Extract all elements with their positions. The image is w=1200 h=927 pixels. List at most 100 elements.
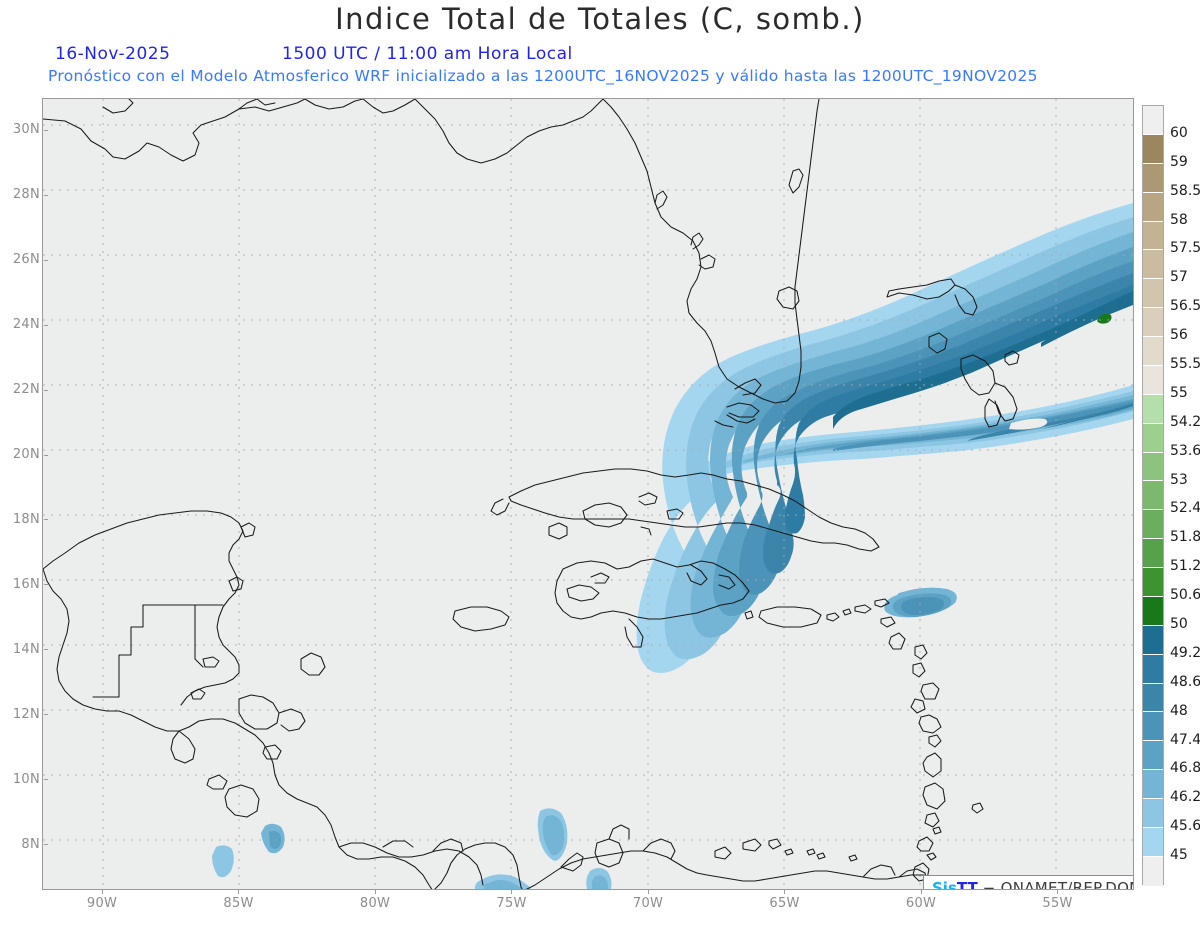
colorbar-swatch xyxy=(1143,539,1163,568)
page-title: Indice Total de Totales (C, somb.) xyxy=(335,2,865,36)
lat-tick-mark xyxy=(44,259,48,261)
lon-tick-label: 85W xyxy=(223,896,254,911)
lat-tick-label: 30N xyxy=(12,122,40,138)
colorbar-swatch xyxy=(1143,250,1163,280)
colorbar-tick-label: 55 xyxy=(1170,384,1188,401)
map-canvas xyxy=(43,99,1133,889)
colorbar-tick-label: 49.2 xyxy=(1170,644,1200,661)
lat-tick-mark xyxy=(44,519,48,521)
colorbar-tick-label: 50 xyxy=(1170,616,1188,632)
lat-tick-label: 20N xyxy=(12,447,40,463)
colorbar-swatch xyxy=(1143,394,1163,424)
colorbar-tick-label: 59 xyxy=(1170,153,1188,170)
colorbar-swatch xyxy=(1143,568,1163,597)
colorbar-swatch xyxy=(1143,365,1163,395)
lon-tick-label: 65W xyxy=(769,896,800,911)
colorbar-swatch xyxy=(1143,827,1163,857)
colorbar-swatch xyxy=(1143,625,1163,655)
colorbar[interactable] xyxy=(1142,105,1164,886)
lat-tick-label: 16N xyxy=(12,576,40,592)
colorbar-swatch xyxy=(1143,163,1163,193)
colorbar-tick-label: 52.4 xyxy=(1170,500,1200,517)
lat-tick-label: 14N xyxy=(12,641,40,657)
colorbar-swatch xyxy=(1143,337,1163,366)
header-subline: 16-Nov-2025 1500 UTC / 11:00 am Hora Loc… xyxy=(0,44,1160,66)
coastlines xyxy=(43,99,1027,889)
colorbar-swatch xyxy=(1143,596,1163,626)
lat-tick-mark xyxy=(44,389,48,391)
lon-tick-mark xyxy=(238,890,240,894)
watermark-agency: − ONAMET/REP.DOM. xyxy=(982,879,1134,890)
colorbar-tick-label: 56.5 xyxy=(1170,298,1200,315)
lat-tick-label: 26N xyxy=(12,252,40,268)
watermark-sis: Sis xyxy=(932,879,957,890)
lat-tick-mark xyxy=(44,649,48,651)
lat-tick-label: 18N xyxy=(12,511,40,527)
lat-tick-label: 28N xyxy=(12,187,40,203)
colorbar-tick-label: 56 xyxy=(1170,327,1188,344)
colorbar-tick-label: 46.8 xyxy=(1170,760,1200,777)
lat-tick-label: 12N xyxy=(12,706,40,722)
lat-tick-label: 8N xyxy=(21,836,40,852)
colorbar-swatch xyxy=(1143,741,1163,771)
lat-tick-mark xyxy=(44,584,48,586)
lon-tick-mark xyxy=(920,890,922,894)
lat-tick-mark xyxy=(44,324,48,326)
lat-tick-label: 24N xyxy=(12,317,40,333)
model-description: Pronóstico con el Modelo Atmosferico WRF… xyxy=(48,67,1038,85)
colorbar-tick-label: 48.6 xyxy=(1170,673,1200,690)
lon-tick-label: 80W xyxy=(359,896,391,911)
colorbar-swatch xyxy=(1143,770,1163,799)
watermark-logo: Sis TT − ONAMET/REP.DOM. xyxy=(923,875,1134,890)
colorbar-swatch xyxy=(1143,799,1163,828)
lat-tick-mark xyxy=(44,454,48,456)
map-gridlines xyxy=(43,99,1133,889)
colorbar-tick-label: 60 xyxy=(1170,124,1188,141)
watermark-tt: TT xyxy=(956,879,978,890)
lat-tick-mark xyxy=(44,714,48,716)
colorbar-tick-label: 57 xyxy=(1170,269,1188,286)
colorbar-swatch xyxy=(1143,279,1163,309)
lon-tick-mark xyxy=(647,890,649,894)
colorbar-swatch xyxy=(1143,481,1163,511)
contour-shading xyxy=(212,203,1133,889)
colorbar-swatch xyxy=(1143,683,1163,713)
colorbar-tick-label: 51.2 xyxy=(1170,558,1200,575)
lat-tick-mark xyxy=(44,779,48,781)
lat-tick-label: 22N xyxy=(12,382,40,398)
lon-tick-mark xyxy=(374,890,376,894)
forecast-date: 16-Nov-2025 xyxy=(55,44,171,64)
lon-tick-label: 70W xyxy=(632,896,664,911)
colorbar-tick-label: 46.2 xyxy=(1170,789,1200,806)
lon-tick-mark xyxy=(1057,890,1059,894)
colorbar-swatch xyxy=(1143,712,1163,742)
lon-tick-mark xyxy=(784,890,786,894)
colorbar-swatch xyxy=(1143,106,1163,135)
colorbar-swatch xyxy=(1143,192,1163,222)
colorbar-tick-label: 45.6 xyxy=(1170,818,1200,835)
colorbar-tick-label: 47.4 xyxy=(1170,731,1200,748)
colorbar-tick-label: 51.8 xyxy=(1170,529,1200,546)
colorbar-tick-label: 57.5 xyxy=(1170,240,1200,257)
forecast-valid-time: 1500 UTC / 11:00 am Hora Local xyxy=(282,44,573,64)
colorbar-tick-label: 48 xyxy=(1170,702,1188,719)
colorbar-swatch xyxy=(1143,452,1163,482)
colorbar-swatch xyxy=(1143,134,1163,164)
colorbar-swatch xyxy=(1143,423,1163,453)
lat-tick-mark xyxy=(44,194,48,196)
colorbar-swatch xyxy=(1143,654,1163,684)
lon-tick-mark xyxy=(511,890,513,894)
colorbar-tick-label: 54.2 xyxy=(1170,413,1200,430)
lon-tick-label: 55W xyxy=(1042,896,1073,911)
colorbar-tick-label: 58 xyxy=(1170,211,1188,228)
colorbar-swatch xyxy=(1143,856,1163,886)
lon-tick-label: 60W xyxy=(905,896,937,911)
colorbar-tick-label: 53 xyxy=(1170,471,1188,488)
lon-tick-mark xyxy=(101,890,103,894)
lon-tick-label: 75W xyxy=(496,896,527,911)
lat-tick-label: 10N xyxy=(12,771,40,787)
lon-tick-label: 90W xyxy=(86,896,118,911)
map-panel[interactable]: Sis TT − ONAMET/REP.DOM. xyxy=(42,98,1134,890)
colorbar-tick-label: 55.5 xyxy=(1170,356,1200,372)
colorbar-tick-label: 50.6 xyxy=(1170,587,1200,604)
